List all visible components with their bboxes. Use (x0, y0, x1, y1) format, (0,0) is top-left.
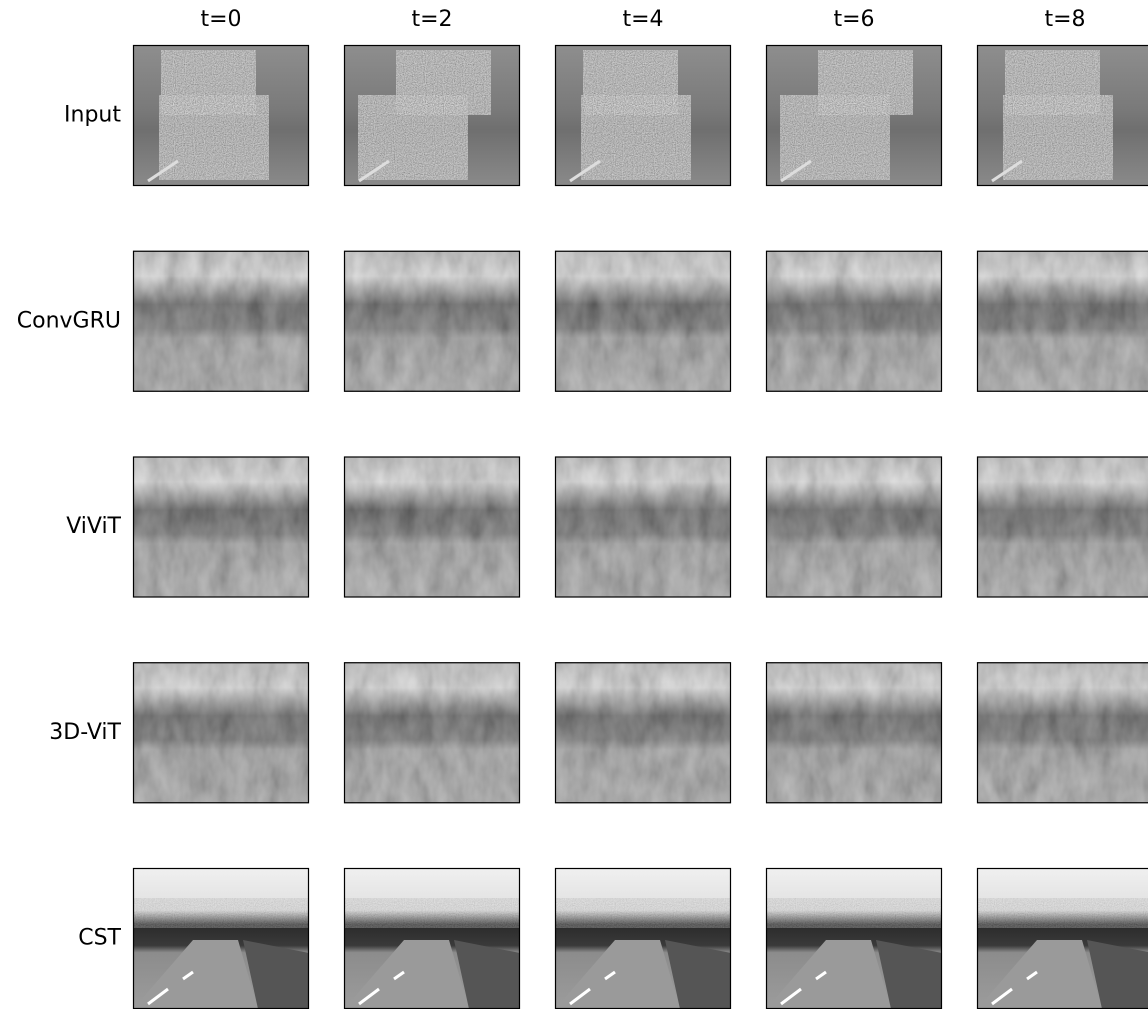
column-header: t=2 (411, 7, 452, 32)
frame-image (766, 45, 942, 186)
row-label: Input (64, 103, 121, 128)
column-header: t=4 (622, 7, 663, 32)
frame-image (977, 251, 1148, 392)
image-texture (555, 457, 731, 598)
frame-image (555, 868, 731, 1009)
frame-image (133, 457, 309, 598)
column-header: t=8 (1044, 7, 1085, 32)
image-texture (555, 898, 731, 928)
image-texture (555, 251, 731, 392)
frame-image (555, 662, 731, 803)
image-texture (344, 251, 520, 392)
image-texture (133, 898, 309, 928)
image-texture (555, 662, 731, 803)
column-header: t=0 (200, 7, 241, 32)
image-texture (977, 898, 1148, 928)
image-texture (133, 662, 309, 803)
noise-patch (358, 95, 468, 180)
image-texture (977, 457, 1148, 598)
column-header: t=6 (833, 7, 874, 32)
image-texture (766, 662, 942, 803)
row-label: 3D-ViT (49, 720, 121, 745)
image-texture (766, 251, 942, 392)
image-texture (977, 251, 1148, 392)
frame-image (133, 45, 309, 186)
frame-image (133, 662, 309, 803)
image-texture (977, 662, 1148, 803)
noise-patch (581, 95, 691, 180)
frame-image (344, 868, 520, 1009)
noise-patch (159, 95, 269, 180)
frame-image (977, 868, 1148, 1009)
frame-image (977, 45, 1148, 186)
image-texture (133, 251, 309, 392)
page: t=0 t=2 t=4 t=6 t=8 Input ConvGRU ViViT 3D-ViT CS… (0, 0, 1148, 1009)
frame-image (766, 251, 942, 392)
frame-image (977, 662, 1148, 803)
frame-image (977, 457, 1148, 598)
figure: t=0 t=2 t=4 t=6 t=8 Input ConvGRU ViViT 3D-ViT CS… (0, 0, 1148, 1009)
frame-image (344, 457, 520, 598)
row-label: ViViT (66, 514, 121, 539)
frame-image (766, 868, 942, 1009)
image-texture (133, 457, 309, 598)
image-texture (766, 898, 942, 928)
frame-image (555, 457, 731, 598)
frame-image (344, 45, 520, 186)
frame-image (555, 251, 731, 392)
frame-image (344, 251, 520, 392)
frame-image (766, 662, 942, 803)
row-label: CST (78, 926, 121, 951)
image-texture (344, 662, 520, 803)
frame-image (133, 868, 309, 1009)
row-label: ConvGRU (17, 308, 121, 333)
frame-image (344, 662, 520, 803)
noise-patch (780, 95, 890, 180)
noise-patch (1003, 95, 1113, 180)
frame-image (766, 457, 942, 598)
image-texture (344, 898, 520, 928)
frame-image (555, 45, 731, 186)
image-texture (766, 457, 942, 598)
image-texture (344, 457, 520, 598)
frame-image (133, 251, 309, 392)
